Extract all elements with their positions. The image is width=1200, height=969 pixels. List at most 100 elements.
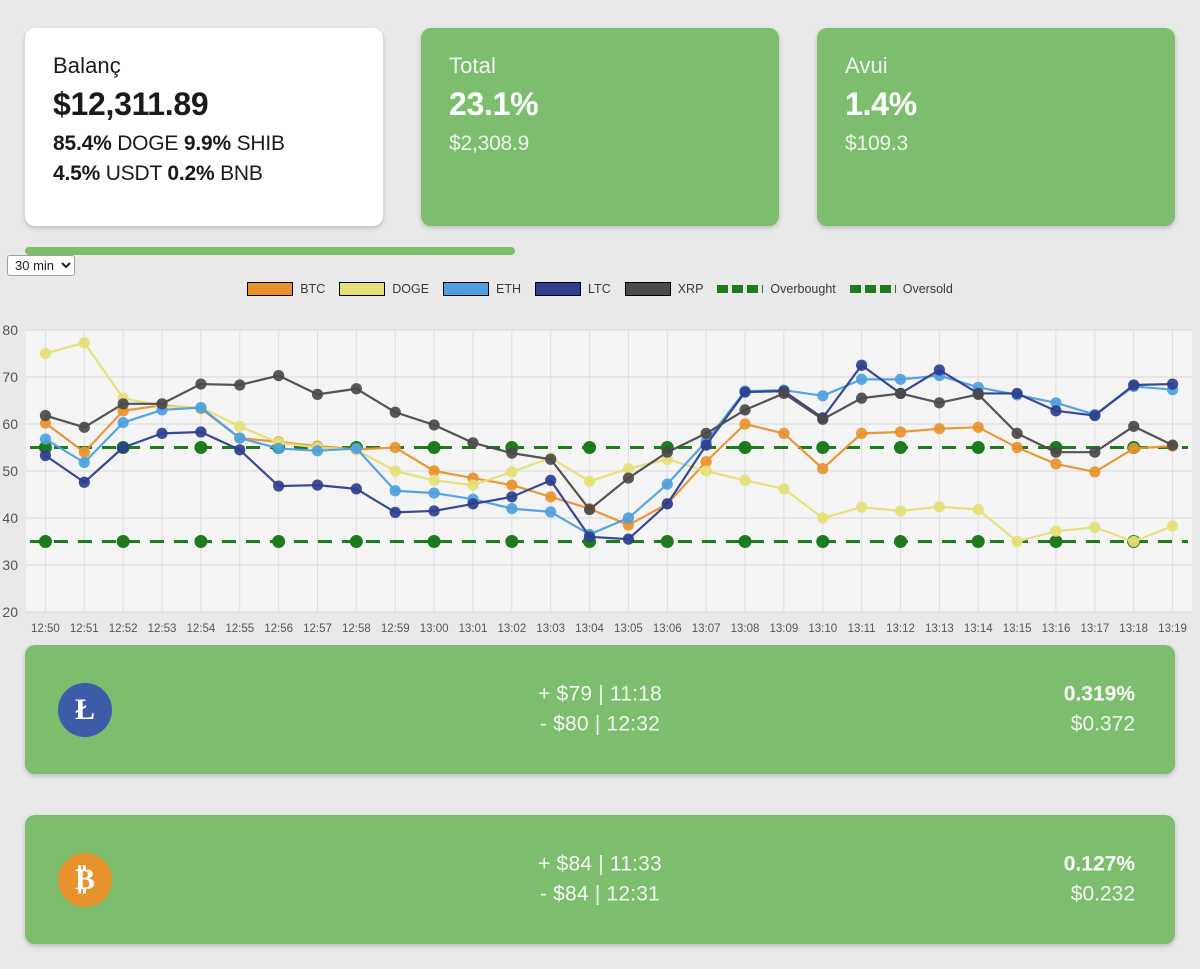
legend-label: Overbought: [770, 282, 836, 296]
svg-text:13:10: 13:10: [808, 623, 837, 633]
svg-text:12:57: 12:57: [303, 623, 332, 633]
svg-text:13:11: 13:11: [848, 623, 876, 633]
svg-text:12:55: 12:55: [225, 623, 254, 633]
svg-text:13:14: 13:14: [964, 623, 993, 633]
svg-text:12:54: 12:54: [187, 623, 216, 633]
svg-text:13:09: 13:09: [770, 623, 799, 633]
svg-text:12:51: 12:51: [70, 623, 99, 633]
balance-allocation-line-1: 85.4% DOGE 9.9% SHIB: [53, 129, 355, 159]
svg-text:13:18: 13:18: [1119, 623, 1148, 633]
alloc-pct-bnb: 0.2%: [167, 161, 215, 185]
today-card-percent: 1.4%: [845, 85, 917, 122]
trade-result: 0.319% $0.372: [1064, 679, 1135, 740]
total-profit-card: Total 23.1% $2,308.9: [421, 28, 779, 226]
timeframe-select[interactable]: 1 min5 min15 min30 min1 h4 h1 d: [7, 255, 75, 276]
legend-label: XRP: [677, 282, 704, 296]
trade-sell-line: - $84 | 12:31: [539, 882, 661, 906]
legend-swatch-icon: [339, 282, 386, 296]
legend-item-oversold[interactable]: Oversold: [849, 282, 953, 296]
svg-text:13:08: 13:08: [731, 623, 760, 633]
svg-text:13:05: 13:05: [614, 623, 643, 633]
svg-text:12:50: 12:50: [31, 623, 60, 633]
alloc-pct-doge: 85.4%: [53, 131, 112, 155]
balance-card: Balanç $12,311.89 85.4% DOGE 9.9% SHIB 4…: [25, 28, 383, 226]
balance-amount: $12,311.89: [53, 85, 209, 122]
svg-text:12:56: 12:56: [264, 623, 293, 633]
balance-card-title: Balanç: [53, 53, 121, 78]
legend-dashed-swatch-icon: [849, 283, 896, 295]
svg-text:12:53: 12:53: [148, 623, 177, 633]
svg-text:13:02: 13:02: [497, 623, 526, 633]
balance-allocation-line-2: 4.5% USDT 0.2% BNB: [53, 159, 355, 189]
svg-text:30: 30: [2, 557, 18, 573]
trade-result: 0.127% $0.232: [1064, 849, 1135, 910]
legend-item-doge[interactable]: DOGE: [339, 282, 429, 296]
svg-text:40: 40: [2, 510, 18, 526]
legend-label: Oversold: [902, 282, 953, 296]
today-profit-card: Avui 1.4% $109.3: [817, 28, 1175, 226]
trade-card[interactable]: Ł + $79 | 11:18 - $80 | 12:32 0.319% $0.…: [25, 645, 1175, 774]
legend-label: ETH: [496, 282, 522, 296]
alloc-name-usdt: USDT: [105, 161, 162, 185]
svg-text:13:15: 13:15: [1003, 623, 1032, 633]
trade-times: + $79 | 11:18 - $80 | 12:32: [25, 679, 1175, 740]
cycle-progress-track: [25, 247, 1175, 255]
svg-text:13:06: 13:06: [653, 623, 682, 633]
alloc-name-shib: SHIB: [236, 131, 285, 155]
chart-plot: 20 30 40 50 60 70 80 12:50 12:51 12:52 12:53 12:54 1…: [2, 322, 1192, 633]
legend-swatch-icon: [624, 282, 671, 296]
legend-label: BTC: [300, 282, 326, 296]
indicator-chart: BTC DOGE ETH LTC XRP Overbought Oversold 20 30 4…: [0, 278, 1200, 633]
cycle-progress-fill: [25, 247, 515, 255]
alloc-name-doge: DOGE: [117, 131, 179, 155]
svg-text:70: 70: [2, 369, 18, 385]
legend-dashed-swatch-icon: [717, 283, 764, 295]
svg-text:12:59: 12:59: [381, 623, 410, 633]
legend-label: LTC: [588, 282, 611, 296]
svg-text:13:07: 13:07: [692, 623, 721, 633]
svg-text:20: 20: [2, 604, 18, 620]
alloc-pct-usdt: 4.5%: [53, 161, 101, 185]
trade-buy-line: + $84 | 11:33: [538, 852, 662, 876]
svg-text:60: 60: [2, 416, 18, 432]
svg-text:13:19: 13:19: [1158, 623, 1187, 633]
svg-text:50: 50: [2, 463, 18, 479]
legend-item-xrp[interactable]: XRP: [624, 282, 704, 296]
trade-times: + $84 | 11:33 - $84 | 12:31: [25, 849, 1175, 910]
svg-text:13:04: 13:04: [575, 623, 604, 633]
legend-label: DOGE: [392, 282, 430, 296]
legend-item-overbought[interactable]: Overbought: [717, 282, 836, 296]
total-card-value: $2,308.9: [449, 131, 530, 155]
trade-sell-line: - $80 | 12:32: [539, 712, 661, 736]
legend-swatch-icon: [535, 282, 582, 296]
svg-text:13:03: 13:03: [536, 623, 565, 633]
svg-text:13:00: 13:00: [420, 623, 449, 633]
trade-value: $0.232: [1070, 882, 1135, 906]
svg-text:13:17: 13:17: [1080, 623, 1109, 633]
ltc-coin-icon: Ł: [58, 682, 112, 737]
legend-item-btc[interactable]: BTC: [247, 282, 325, 296]
trade-card[interactable]: ₿ + $84 | 11:33 - $84 | 12:31 0.127% $0.…: [25, 815, 1175, 944]
svg-text:13:12: 13:12: [886, 623, 915, 633]
legend-item-ltc[interactable]: LTC: [535, 282, 611, 296]
trade-value: $0.372: [1070, 712, 1135, 736]
total-card-percent: 23.1%: [449, 85, 539, 122]
svg-text:80: 80: [2, 322, 18, 338]
btc-coin-icon: ₿: [58, 852, 112, 907]
timeframe-select-wrapper[interactable]: 1 min5 min15 min30 min1 h4 h1 d: [7, 255, 75, 276]
today-card-title: Avui: [845, 53, 888, 78]
svg-text:12:58: 12:58: [342, 623, 371, 633]
trade-buy-line: + $79 | 11:18: [538, 682, 662, 706]
svg-text:13:13: 13:13: [925, 623, 954, 633]
summary-cards-row: Balanç $12,311.89 85.4% DOGE 9.9% SHIB 4…: [0, 0, 1200, 226]
total-card-title: Total: [449, 53, 496, 78]
legend-item-eth[interactable]: ETH: [443, 282, 521, 296]
svg-text:12:52: 12:52: [109, 623, 138, 633]
alloc-name-bnb: BNB: [220, 161, 263, 185]
alloc-pct-shib: 9.9%: [183, 131, 231, 155]
legend-swatch-icon: [247, 282, 294, 296]
svg-text:13:01: 13:01: [459, 623, 488, 633]
trade-percent: 0.127%: [1063, 852, 1135, 876]
today-card-value: $109.3: [845, 131, 909, 155]
trade-percent: 0.319%: [1063, 682, 1135, 706]
